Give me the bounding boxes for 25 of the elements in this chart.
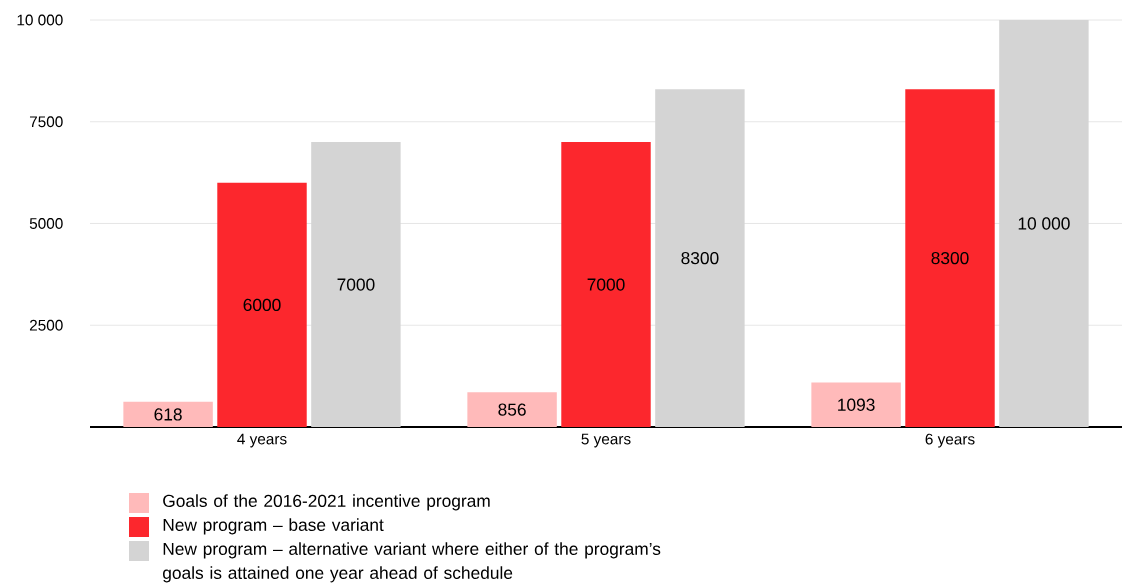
data-label: 8300 xyxy=(931,251,969,265)
data-label: 10 000 xyxy=(1018,217,1070,230)
legend-label: Goals of the 2016-2021 incentive program xyxy=(163,494,490,511)
data-label: 8300 xyxy=(681,251,719,265)
y-tick-label: 7500 xyxy=(29,116,63,128)
bar xyxy=(467,392,557,427)
y-tick-label: 10 000 xyxy=(17,14,63,26)
x-tick-label: 6 years xyxy=(925,433,975,448)
legend-label: New program – alternative variant where either of the program’s goals is attained one year ahead of schedule xyxy=(163,542,661,583)
bar xyxy=(123,401,213,427)
data-label: 7000 xyxy=(587,278,625,291)
bar xyxy=(561,142,651,427)
data-label: 618 xyxy=(154,408,182,421)
data-label: 856 xyxy=(498,403,526,416)
data-label: 7000 xyxy=(337,278,375,291)
y-tick-label: 5000 xyxy=(29,218,63,229)
bar xyxy=(811,382,901,427)
y-tick-label: 2500 xyxy=(29,319,63,331)
x-tick-label: 4 years xyxy=(237,433,287,448)
bar xyxy=(217,182,307,427)
x-tick-label: 5 years xyxy=(581,433,631,448)
data-label: 6000 xyxy=(243,298,281,312)
legend-label: New program – base variant xyxy=(163,518,384,535)
data-label: 1093 xyxy=(838,398,875,411)
bar xyxy=(905,89,995,427)
